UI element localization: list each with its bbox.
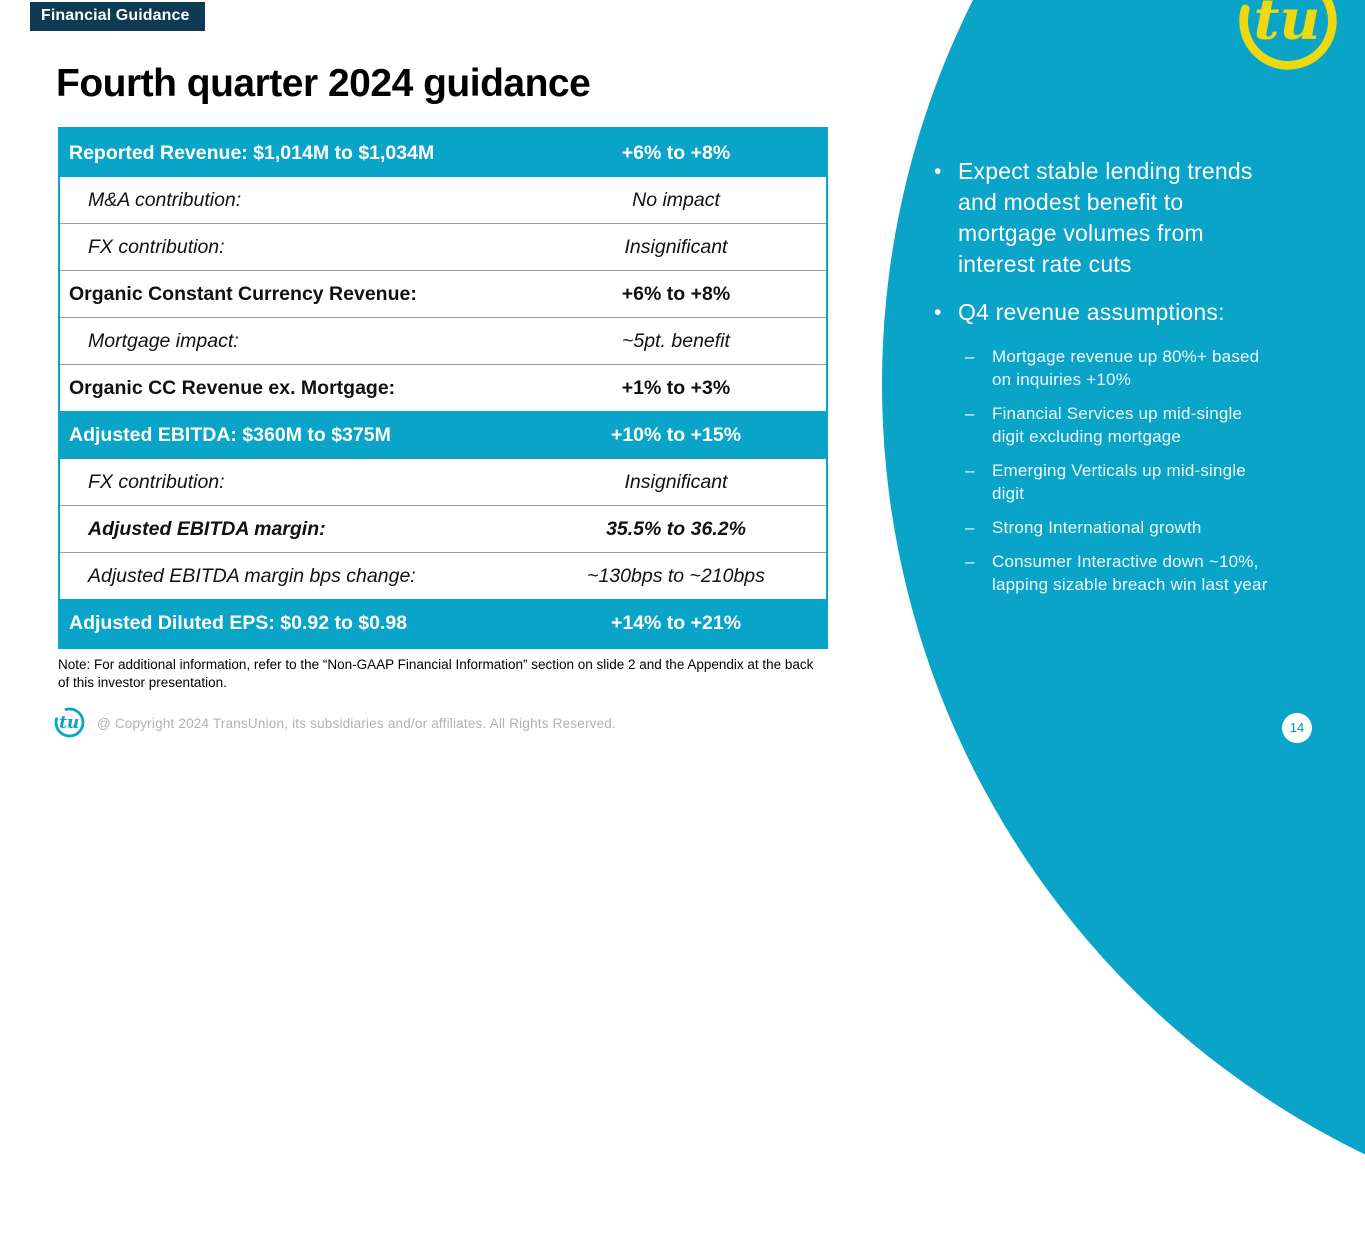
row-label: Reported Revenue: $1,014M to $1,034M [69,141,435,164]
row-label: Mortgage impact: [88,329,239,352]
table-row: Reported Revenue: $1,014M to $1,034M +6% … [60,129,826,177]
table-row: FX contribution: Insignificant [60,459,826,505]
row-value: Insignificant [624,235,728,258]
row-value: ~130bps to ~210bps [587,564,765,587]
dash-marker-icon: – [965,461,975,480]
row-value: +10% to +15% [610,423,742,446]
section-tag-badge: Financial Guidance [30,2,205,31]
dash-marker-icon: – [965,347,975,366]
sub-bullet: – Consumer Interactive down ~10%, lapping… [965,550,1334,596]
row-label: Adjusted Diluted EPS: $0.92 to $0.98 [69,611,408,634]
table-row: Adjusted EBITDA: $360M to $375M +10% to +… [60,411,826,459]
bullet-text: Expect stable lending trends and modest … [958,158,1253,277]
bullet-marker-icon: • [934,160,942,183]
sub-bullet-text: Financial Services up mid-single digit e… [992,404,1243,446]
transunion-logo-icon: tu [54,707,85,738]
bullet-text: Q4 revenue assumptions: [958,299,1225,325]
panel-bullets: • Expect stable lending trends and modest… [934,156,1334,607]
dash-marker-icon: – [965,552,975,571]
sub-bullet-text: Mortgage revenue up 80%+ based on inquir… [992,347,1260,389]
row-label: Adjusted EBITDA: $360M to $375M [69,423,391,446]
guidance-table: Reported Revenue: $1,014M to $1,034M +6% … [58,127,828,649]
table-row: M&A contribution: No impact [60,177,826,223]
dash-marker-icon: – [965,404,975,423]
row-value: ~5pt. benefit [622,329,730,352]
row-value: +6% to +8% [621,141,731,164]
copyright-text: @ Copyright 2024 TransUnion, its subsidi… [97,716,616,731]
row-label: FX contribution: [88,235,225,258]
sub-bullet-text: Emerging Verticals up mid-single digit [992,461,1246,503]
row-value: 35.5% to 36.2% [606,517,746,540]
row-label: Adjusted EBITDA margin bps change: [88,564,416,587]
sub-bullet: – Financial Services up mid-single digit … [965,402,1334,448]
bullet-marker-icon: • [934,301,942,324]
sub-bullet-list: – Mortgage revenue up 80%+ based on inqui… [965,345,1334,596]
row-label: Organic Constant Currency Revenue: [69,282,417,305]
table-row: Organic Constant Currency Revenue: +6% to… [60,270,826,317]
sub-bullet-text: Strong International growth [992,518,1202,537]
row-label: FX contribution: [88,470,225,493]
sub-bullet: – Mortgage revenue up 80%+ based on inqui… [965,345,1334,391]
footnote: Note: For additional information, refer … [58,657,814,690]
row-value: No impact [632,188,720,211]
table-row: Adjusted EBITDA margin bps change: ~130bp… [60,552,826,599]
row-label: Organic CC Revenue ex. Mortgage: [69,376,396,399]
table-row: Adjusted EBITDA margin: 35.5% to 36.2% [60,505,826,552]
slide: { "slide": { "tag": "Financial Guidance"… [30,0,1365,1240]
sub-bullet: – Strong International growth [965,516,1334,539]
panel-bullet: • Q4 revenue assumptions: [934,297,1334,328]
row-label: M&A contribution: [88,188,242,211]
transunion-logo-icon-large: tu [1239,0,1337,70]
panel-bullet: • Expect stable lending trends and modest… [934,156,1334,280]
table-row: Adjusted Diluted EPS: $0.92 to $0.98 +14%… [60,599,826,647]
row-value: +1% to +3% [621,376,731,399]
page-title: Fourth quarter 2024 guidance [56,62,591,105]
row-value: Insignificant [624,470,728,493]
svg-text:tu: tu [1254,0,1321,52]
sub-bullet-text: Consumer Interactive down ~10%, lapping … [992,552,1268,594]
svg-text:tu: tu [59,713,79,733]
row-label: Adjusted EBITDA margin: [88,517,326,540]
table-row: FX contribution: Insignificant [60,223,826,270]
table-row: Organic CC Revenue ex. Mortgage: +1% to +… [60,364,826,411]
row-value: +6% to +8% [621,282,731,305]
sub-bullet: – Emerging Verticals up mid-single digit [965,459,1334,505]
dash-marker-icon: – [965,518,975,537]
page-number-badge: 14 [1282,713,1312,743]
table-row: Mortgage impact: ~5pt. benefit [60,317,826,364]
row-value: +14% to +21% [610,611,742,634]
